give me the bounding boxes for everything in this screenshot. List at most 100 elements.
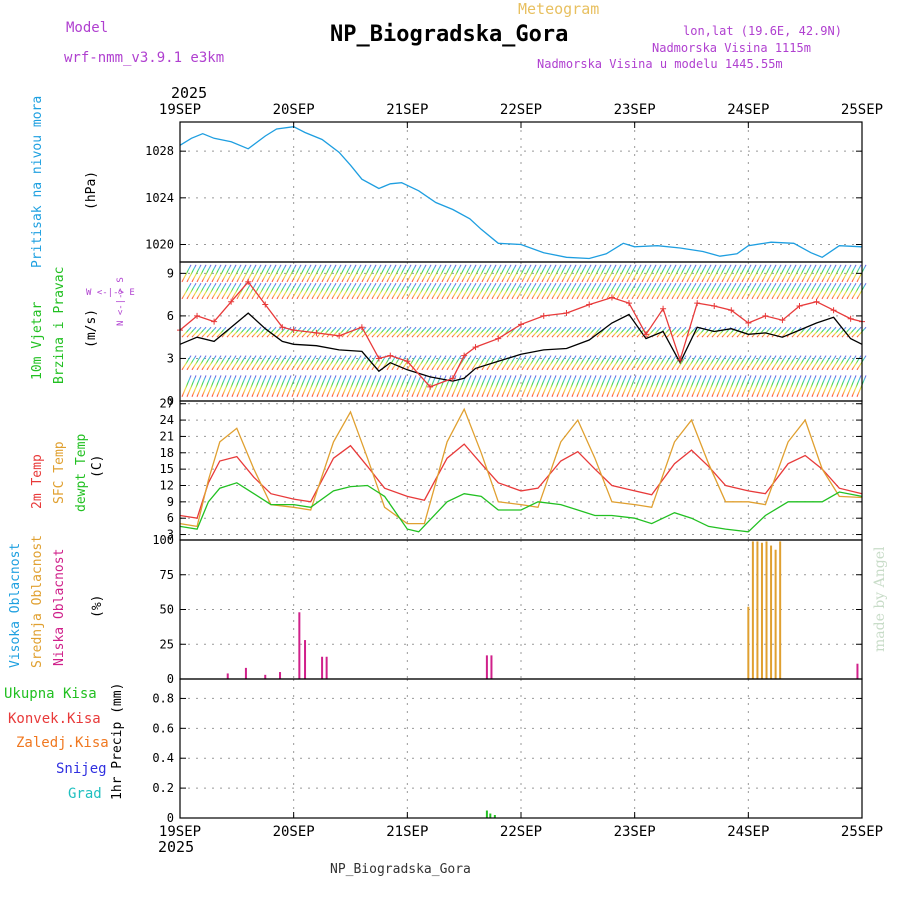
wind-barb <box>591 355 602 371</box>
wind-barb <box>461 264 472 283</box>
wind-barb <box>346 375 357 397</box>
wind-barb <box>566 375 577 397</box>
wind-barb <box>416 375 427 397</box>
wind-barb <box>491 355 502 371</box>
wind-barb <box>226 375 237 397</box>
wind-barb <box>241 375 252 397</box>
wind-barb <box>831 264 842 283</box>
wind-barb <box>756 283 767 300</box>
wind-barb <box>406 283 417 300</box>
wind-barb <box>441 283 452 300</box>
wind-barb <box>726 264 737 283</box>
wind-barb <box>526 355 537 371</box>
wind-barb <box>721 355 732 371</box>
y-tick-label: 0.2 <box>152 781 174 795</box>
wind-barb <box>531 283 542 300</box>
wind-barb <box>556 283 567 300</box>
wind-barb <box>196 375 207 397</box>
wind-barb <box>511 326 522 338</box>
wind-barb <box>381 326 392 338</box>
wind-barb <box>186 264 197 283</box>
wind-barb <box>211 375 222 397</box>
wind-barb <box>186 355 197 371</box>
wind-barb <box>371 326 382 338</box>
model-altitude-text: Nadmorska Visina u modelu 1445.55m <box>537 57 783 71</box>
wind-barb <box>716 264 727 283</box>
wind-barb <box>421 375 432 397</box>
wind-barb <box>411 375 422 397</box>
wind-barb <box>216 375 227 397</box>
wind-barb <box>181 355 192 371</box>
wind-barb <box>796 264 807 283</box>
wind-barb <box>261 375 272 397</box>
wind-barb <box>506 264 517 283</box>
wind-barb <box>661 375 672 397</box>
wind-barb <box>566 283 577 300</box>
wind-barb <box>566 355 577 371</box>
wind-barb <box>746 283 757 300</box>
wind-barb <box>851 355 862 371</box>
wind-barb <box>526 375 537 397</box>
wind-barb <box>586 375 597 397</box>
x-tick-label-bottom: 19SEP <box>159 824 201 840</box>
wind-barb <box>826 264 837 283</box>
wind-barb <box>826 283 837 300</box>
wind-barb <box>591 375 602 397</box>
wind-barb <box>751 375 762 397</box>
wind-barb <box>851 326 862 338</box>
wind-barb <box>426 264 437 283</box>
x-tick-label-bottom: 25SEP <box>841 824 883 840</box>
bar-srednja-oblacnost <box>751 541 754 679</box>
wind-barb <box>256 355 267 371</box>
wind-barb <box>836 375 847 397</box>
wind-barb <box>396 283 407 300</box>
wind-barb <box>261 326 272 338</box>
wind-barb <box>726 326 737 338</box>
wind-barb <box>356 264 367 283</box>
wind-barb <box>211 283 222 300</box>
wind-barb <box>381 264 392 283</box>
wind-barb <box>651 264 662 283</box>
model-label: Model <box>66 20 109 36</box>
wind-barb <box>576 355 587 371</box>
wind-barb <box>806 283 817 300</box>
wind-barb <box>616 283 627 300</box>
wind-barb <box>676 283 687 300</box>
wind-barb <box>786 264 797 283</box>
wind-barb <box>226 326 237 338</box>
wind-barb <box>181 264 192 283</box>
wind-barb <box>536 283 547 300</box>
wind-barb <box>586 326 597 338</box>
gust-marker <box>358 324 365 331</box>
gust-marker <box>586 301 593 308</box>
y-tick-label: 25 <box>160 637 174 651</box>
wind-barb <box>271 355 282 371</box>
wind-barb <box>581 375 592 397</box>
wind-barb <box>631 264 642 283</box>
wind-barb <box>266 355 277 371</box>
wind-barb <box>436 283 447 300</box>
wind-barb <box>651 355 662 371</box>
wind-barb <box>641 355 652 371</box>
wind-barb <box>221 375 232 397</box>
wind-barb <box>391 375 402 397</box>
wind-barb <box>646 283 657 300</box>
wind-barb <box>776 355 787 371</box>
wind-barb <box>601 283 612 300</box>
wind-barb <box>446 375 457 397</box>
wind-barb <box>501 264 512 283</box>
wind-barb <box>841 326 852 338</box>
y-tick-label: 0.8 <box>152 691 174 705</box>
wind-barb <box>606 283 617 300</box>
wind-barb <box>431 283 442 300</box>
wind-barb <box>196 326 207 338</box>
wind-barb <box>801 326 812 338</box>
wind-barb <box>231 264 242 283</box>
wind-barb <box>371 264 382 283</box>
wind-barb <box>311 283 322 300</box>
gust-marker <box>728 307 735 314</box>
wind-barb <box>331 355 342 371</box>
wind-barb <box>531 326 542 338</box>
wind-barb <box>311 355 322 371</box>
wind-barb <box>516 375 527 397</box>
